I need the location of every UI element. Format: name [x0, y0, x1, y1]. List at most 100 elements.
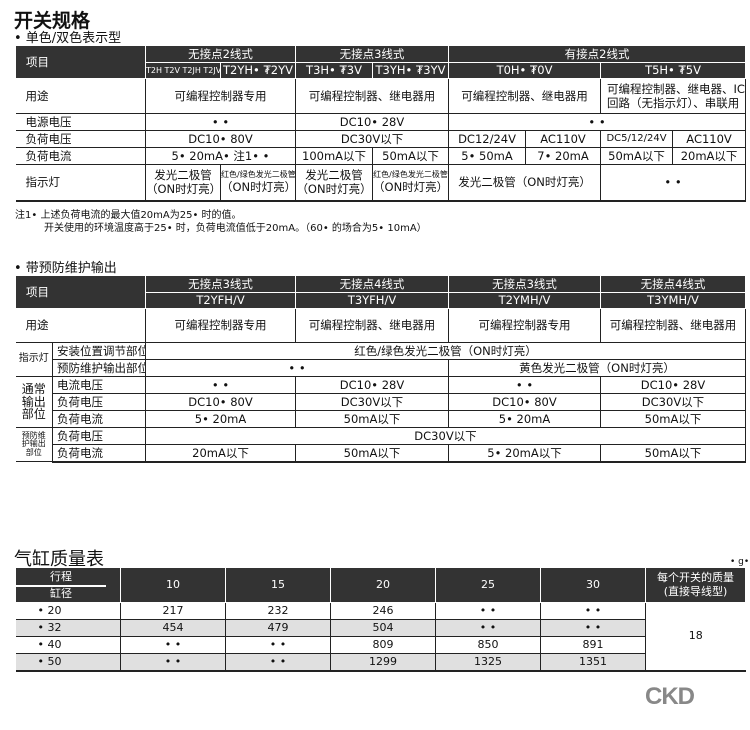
bore: • 40	[15, 636, 121, 654]
cell: DC30V以下	[145, 427, 746, 445]
cell: 发光二极管（ON时灯亮）	[145, 164, 221, 202]
subtitle-maintenance-output: • 带预防维护输出	[14, 261, 117, 276]
bore: • 50	[15, 653, 121, 672]
row-label: 负荷电流	[52, 444, 146, 463]
cell: DC12/24V	[448, 130, 527, 148]
row-label: 预防维护输出部位	[52, 359, 146, 377]
cell: 50mA以下	[372, 147, 450, 165]
cell-line: 红色/绿色发光二极管	[221, 170, 296, 180]
cell: 红色/绿色发光二极管（ON时灯亮）	[145, 342, 746, 360]
cell: 246	[330, 602, 436, 620]
cell: DC10• 28V	[600, 376, 746, 394]
cell: 5• 50mA	[448, 147, 527, 165]
header-stroke-value: 25	[435, 567, 541, 603]
table-row: • 32 454 479 504 • • • •	[15, 619, 746, 637]
group-label: 通常输出部位	[15, 376, 53, 428]
maintenance-output-table: 项目 无接点3线式 无接点4线式 无接点3线式 无接点4线式 T2YFH/V T3YFH/…	[15, 275, 746, 463]
header-group: 无接点4线式	[600, 275, 746, 293]
header-bore: 缸径	[50, 586, 72, 600]
cell: DC10• 80V	[144, 130, 297, 148]
row-label: 用途	[15, 308, 146, 343]
row-label: 电源电压	[15, 113, 146, 131]
header-group: 无接点2线式	[144, 45, 297, 63]
cell-line: （ON时灯亮）	[146, 182, 221, 197]
model: T3YH• ₮3YV	[372, 62, 450, 79]
row-label: 安装位置调节部位	[52, 342, 146, 360]
model: T3YMH/V	[600, 292, 746, 309]
row-label: 负荷电压	[52, 427, 146, 445]
row-label: 负荷电流	[52, 410, 146, 428]
header-stroke: 行程	[16, 570, 106, 587]
cell: 5• 20mA	[448, 410, 601, 428]
cell: 5• 20mA	[145, 410, 296, 428]
header-group: 无接点4线式	[295, 275, 449, 293]
cell: 黄色发光二极管（ON时灯亮）	[448, 359, 746, 377]
cell: • •	[600, 164, 747, 202]
cell: AC110V	[672, 130, 747, 148]
note-2: 开关使用的环境温度高于25• 时，负荷电流值低于20mA。（60• 的场合为5•…	[44, 223, 427, 234]
cell: DC10• 28V	[295, 113, 450, 131]
cell: 20mA以下	[672, 147, 747, 165]
model: T0H• ₮0V	[448, 62, 602, 79]
table-row: • 20 217 232 246 • • • • 18	[15, 602, 746, 672]
unit-label: • g•	[730, 557, 750, 567]
cell: • •	[225, 653, 331, 672]
header-stroke-value: 30	[540, 567, 646, 603]
model: T3H• ₮3V	[295, 62, 374, 79]
cell: 891	[540, 636, 646, 654]
row-label: 用途	[15, 78, 146, 114]
cell: 50mA以下	[600, 410, 746, 428]
cell: DC10• 80V	[448, 393, 601, 411]
cell: 5• 20mA以下	[448, 444, 601, 463]
cell: 发光二极管（ON时灯亮）	[295, 164, 374, 202]
cell: 50mA以下	[600, 147, 674, 165]
cell: 1299	[330, 653, 436, 672]
header-item: 项目	[15, 275, 146, 309]
cell: 1325	[435, 653, 541, 672]
cell: DC5/12/24V	[600, 130, 674, 148]
cell: 809	[330, 636, 436, 654]
cell: • •	[448, 113, 747, 131]
cell: 7• 20mA	[525, 147, 602, 165]
cell: DC30V以下	[600, 393, 746, 411]
header-stroke-bore: 行程 缸径	[15, 567, 121, 603]
cell: 850	[435, 636, 541, 654]
cell: 454	[120, 619, 226, 637]
cell: 可编程控制器专用	[145, 308, 296, 343]
model: T2H T2V T2JH T2JV	[145, 62, 221, 79]
row-label: 负荷电压	[15, 130, 146, 148]
bore: • 20	[15, 602, 121, 620]
cell-line: 发光二极管	[305, 167, 363, 182]
header-stroke-value: 10	[120, 567, 226, 603]
switch-spec-table: 项目 无接点2线式 无接点3线式 有接点2线式 T2H T2V T2JH T2JV T2…	[15, 45, 747, 202]
cell: 可编程控制器、继电器用	[295, 308, 449, 343]
cell: DC30V以下	[295, 393, 449, 411]
section-title-cylinder-mass: 气缸质量表	[14, 549, 104, 570]
cell: • •	[448, 376, 601, 394]
model: T2YFH/V	[145, 292, 296, 309]
cell-line: （ON时灯亮）	[221, 180, 296, 195]
cell: • •	[435, 619, 541, 637]
cell: 5• 20mA• 注1• •	[144, 147, 297, 165]
bore: • 32	[15, 619, 121, 637]
cell: 发光二极管（ON时灯亮）	[448, 164, 602, 202]
cell: 可编程控制器、继电器用	[295, 78, 450, 114]
section-title-switch-spec: 开关规格	[14, 10, 91, 32]
header-group: 无接点3线式	[448, 275, 601, 293]
header-group: 无接点3线式	[295, 45, 450, 63]
cell: 50mA以下	[295, 410, 449, 428]
cylinder-mass-table: 行程 缸径 10 15 20 25 30 每个开关的质量 (直接导线型) • 20 217 23…	[15, 567, 746, 672]
cell: 可编程控制器、继电器、IC回路（无指示灯）、串联用	[600, 78, 747, 114]
model: T3YFH/V	[295, 292, 449, 309]
cell: • •	[145, 359, 449, 377]
cell: 可编程控制器专用	[144, 78, 297, 114]
cell: DC30V以下	[295, 130, 450, 148]
row-label: 负荷电流	[15, 147, 146, 165]
ckd-logo: CKD	[645, 683, 695, 710]
cell: DC10• 80V	[145, 393, 296, 411]
cell: 479	[225, 619, 331, 637]
cell: 1351	[540, 653, 646, 672]
cell: • •	[540, 602, 646, 620]
model: T2YMH/V	[448, 292, 601, 309]
header-group: 有接点2线式	[448, 45, 747, 63]
